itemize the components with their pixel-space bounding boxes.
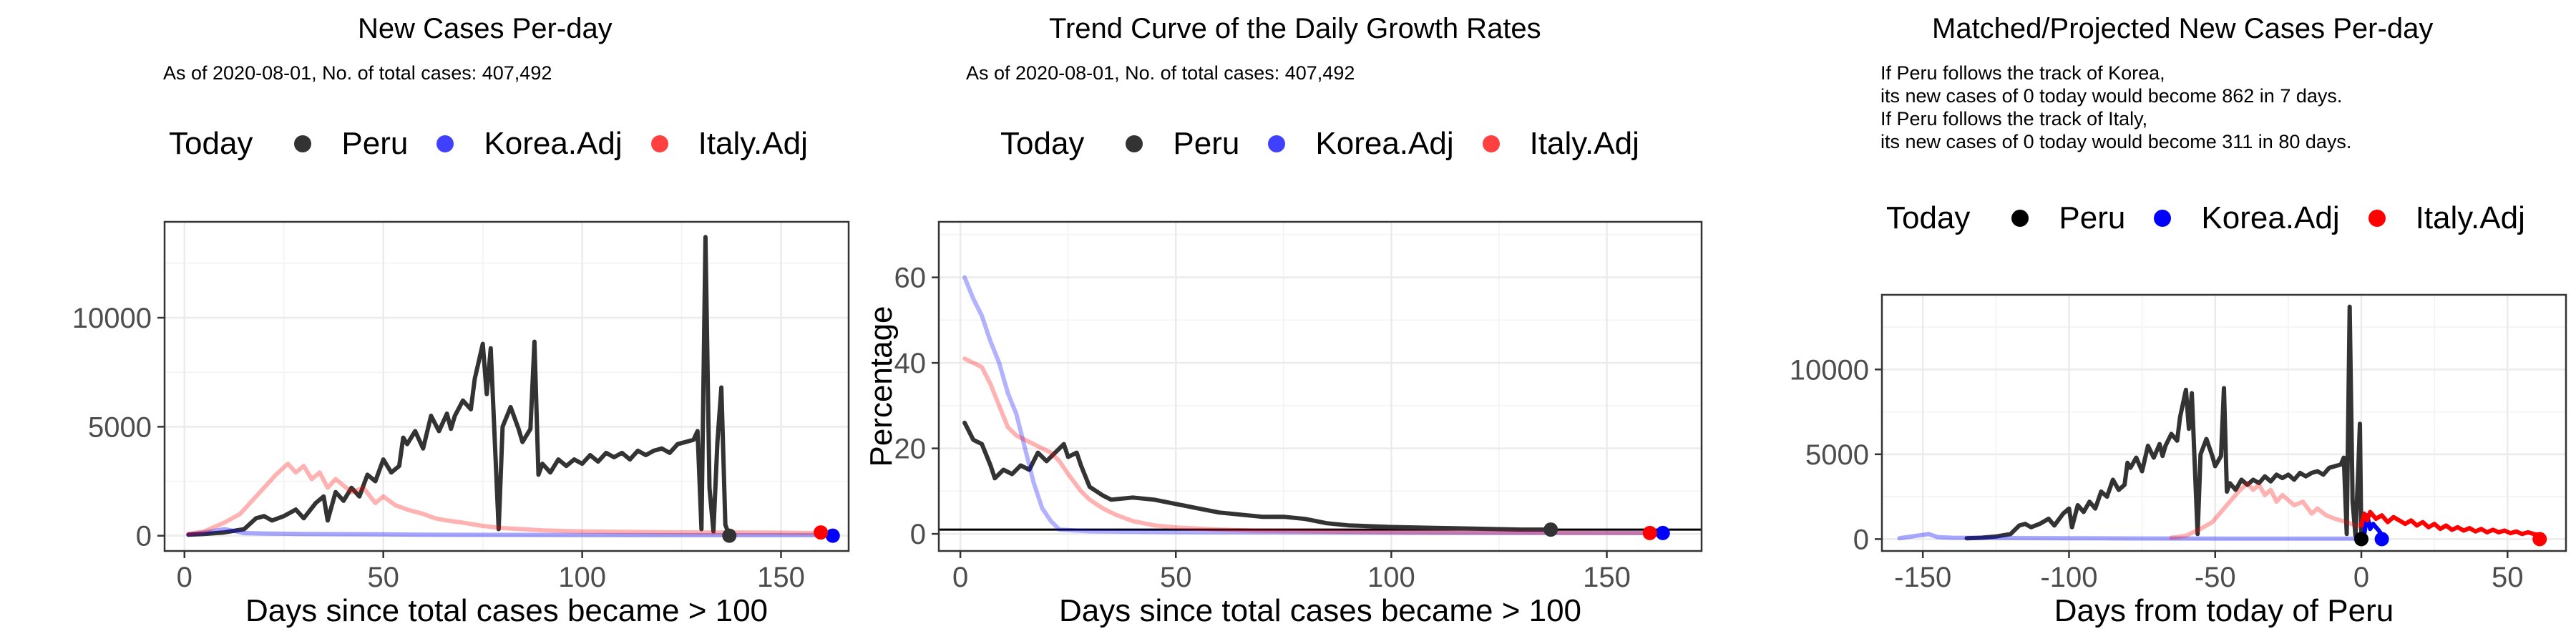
legend-dot-korea: [1268, 135, 1286, 152]
chart-subtitle: As of 2020-08-01, No. of total cases: 40…: [163, 62, 552, 84]
chart-subtitle-line-3: If Peru follows the track of Italy,: [1880, 108, 2148, 130]
y-tick-label: 5000: [1805, 439, 1869, 471]
today-point-peru: [722, 528, 737, 543]
y-tick-label: 0: [136, 521, 152, 552]
legend-dot-italy: [2368, 210, 2386, 227]
y-tick-label: 10000: [72, 303, 152, 334]
legend: Today Peru Korea.Adj Italy.Adj: [1000, 126, 1668, 162]
today-point-italy-adj: [1642, 525, 1657, 540]
legend-label-italy: Italy.Adj: [698, 126, 808, 161]
x-tick-label: 100: [1367, 562, 1415, 593]
y-tick-label: 40: [894, 348, 927, 379]
panel-projected-cases: Matched/Projected New Cases Per-day If P…: [1717, 0, 2576, 644]
x-tick-label: 50: [1160, 562, 1192, 593]
legend-item-italy: Italy.Adj: [2368, 200, 2525, 236]
legend-label-korea: Korea.Adj: [1315, 126, 1454, 161]
x-axis-label: Days since total cases became > 100: [1059, 593, 1581, 628]
chart-subtitle-line-1: If Peru follows the track of Korea,: [1880, 62, 2165, 84]
legend-title: Today: [169, 126, 253, 161]
chart-title: Trend Curve of the Daily Growth Rates: [1049, 13, 1541, 44]
series-line-peru: [186, 235, 732, 538]
y-tick-label: 5000: [88, 411, 152, 443]
x-tick-label: 0: [177, 562, 192, 593]
legend-title: Today: [1000, 126, 1085, 161]
x-tick-label: 100: [558, 562, 606, 593]
legend-item-korea: Korea.Adj: [2154, 200, 2340, 236]
y-tick-label: 60: [894, 263, 927, 294]
x-tick-label: -50: [2195, 562, 2236, 593]
today-point-korea-adj: [825, 528, 840, 543]
legend-label-peru: Peru: [341, 126, 409, 161]
y-tick-label: 0: [910, 519, 926, 550]
legend-label-peru: Peru: [2059, 200, 2126, 235]
y-tick-label: 20: [894, 434, 927, 465]
chart-subtitle: As of 2020-08-01, No. of total cases: 40…: [966, 62, 1355, 84]
panel-growth-rates: Trend Curve of the Daily Growth Rates As…: [859, 0, 1717, 644]
legend-dot-korea: [2154, 210, 2172, 227]
x-tick-label: 150: [1583, 562, 1631, 593]
x-axis-label: Days since total cases became > 100: [245, 593, 768, 628]
legend-item-korea: Korea.Adj: [1268, 126, 1454, 162]
legend-label-italy: Italy.Adj: [1529, 126, 1639, 161]
y-axis-label: Percentage: [864, 306, 899, 467]
today-point-italy-adj: [2532, 532, 2547, 547]
series-line-korea-adj: [1897, 532, 2363, 541]
series-line-korea-adj: [962, 275, 1665, 535]
legend-dot-italy: [650, 135, 668, 152]
today-point-korea-adj: [1655, 525, 1670, 540]
series-line-korea-adj: [186, 527, 835, 537]
today-point-korea-adj: [2374, 532, 2389, 547]
chart-plot: 0 50 100 150 0 5000 10000 Days since total case…: [72, 220, 850, 628]
series-line-italy-adj-projected: [2359, 509, 2542, 537]
chart-plot: 0 50 100 150 0 20 40 60 Days since total cases b…: [864, 220, 1703, 628]
series-line-italy-adj: [962, 356, 1652, 535]
y-tick-label: 0: [1853, 524, 1869, 555]
legend-dot-italy: [1482, 135, 1500, 152]
series-line-italy-adj: [186, 462, 824, 537]
legend-label-korea: Korea.Adj: [484, 126, 623, 161]
today-point-peru: [2354, 532, 2369, 547]
legend: Today Peru Korea.Adj Italy.Adj: [1886, 200, 2554, 236]
panel-new-cases: New Cases Per-day As of 2020-08-01, No. …: [0, 0, 859, 644]
legend-dot-peru: [1126, 135, 1143, 152]
x-tick-label: 50: [367, 562, 399, 593]
chart-subtitle-line-4: its new cases of 0 today would become 31…: [1880, 131, 2352, 152]
legend-dot-korea: [436, 135, 454, 152]
legend-item-peru: Peru: [2011, 200, 2125, 236]
legend-dot-peru: [294, 135, 312, 152]
x-tick-label: 150: [757, 562, 805, 593]
series-line-peru: [962, 420, 1553, 532]
panel-border: [1880, 293, 2567, 552]
x-tick-label: 50: [2492, 562, 2524, 593]
legend-item-italy: Italy.Adj: [650, 126, 808, 162]
chart-plot: -150 -100 -50 0 50 0 5000 10000 Days from today …: [1790, 293, 2567, 628]
series-line-peru: [1964, 304, 2363, 542]
x-tick-label: -150: [1894, 562, 1951, 593]
legend-item-peru: Peru: [1126, 126, 1239, 162]
y-tick-label: 10000: [1790, 354, 1869, 386]
legend-item-peru: Peru: [294, 126, 408, 162]
legend-item-korea: Korea.Adj: [436, 126, 623, 162]
x-axis-label: Days from today of Peru: [2054, 593, 2394, 628]
legend-label-italy: Italy.Adj: [2415, 200, 2525, 235]
chart-title: New Cases Per-day: [358, 13, 613, 44]
x-tick-label: 0: [2353, 562, 2369, 593]
legend-label-korea: Korea.Adj: [2201, 200, 2340, 235]
today-point-peru: [1543, 522, 1558, 537]
panel-border: [937, 220, 1703, 552]
legend-title: Today: [1886, 200, 1971, 235]
x-tick-label: -100: [2040, 562, 2097, 593]
today-point-italy-adj: [814, 525, 829, 540]
x-tick-label: 0: [952, 562, 968, 593]
legend-item-italy: Italy.Adj: [1482, 126, 1639, 162]
panel-border: [163, 220, 850, 552]
chart-subtitle-line-2: its new cases of 0 today would become 86…: [1880, 85, 2343, 107]
legend: Today Peru Korea.Adj Italy.Adj: [169, 126, 836, 162]
chart-title: Matched/Projected New Cases Per-day: [1932, 13, 2434, 44]
legend-dot-peru: [2011, 210, 2029, 227]
legend-label-peru: Peru: [1173, 126, 1240, 161]
series-line-italy-adj: [2169, 481, 2363, 540]
